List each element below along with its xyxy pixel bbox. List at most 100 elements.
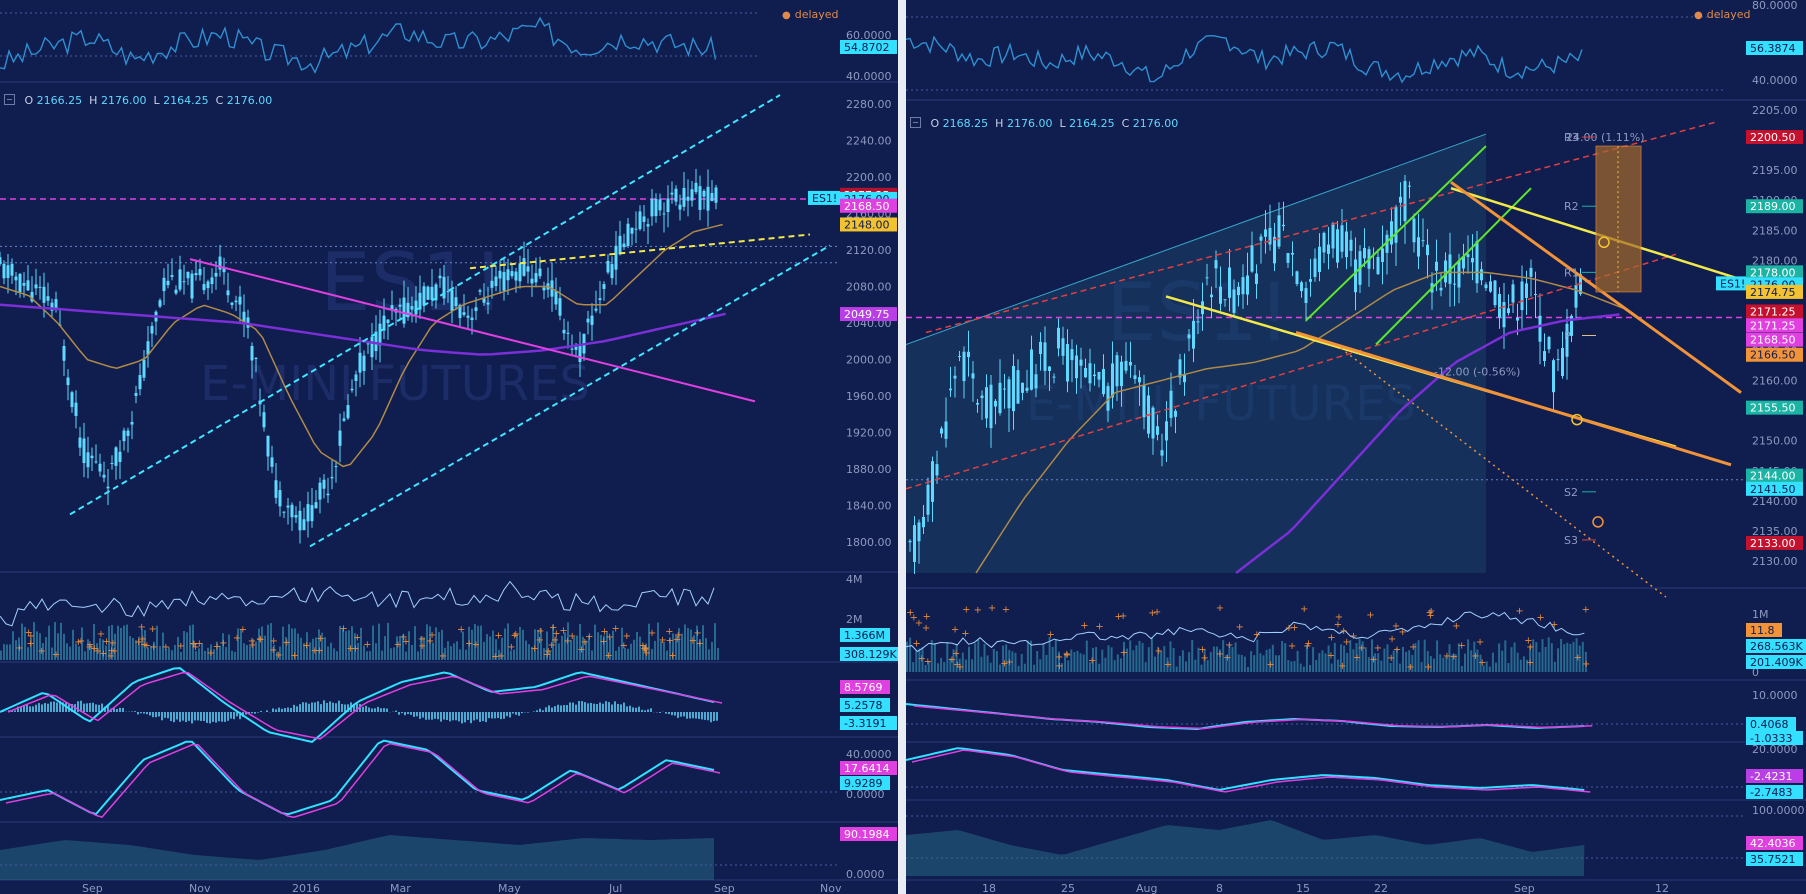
volume-marker: +	[38, 646, 46, 657]
volume-bar	[955, 644, 958, 672]
volume-bar	[1262, 655, 1265, 672]
volume-bar	[351, 626, 353, 660]
volume-bar	[60, 622, 62, 660]
volume-marker: +	[177, 641, 185, 652]
volume-bar	[1194, 659, 1197, 672]
price-badge: 2166.50	[1750, 349, 1796, 362]
volume-bar	[312, 638, 314, 660]
volume-bar	[1005, 644, 1008, 672]
collapse-legend-icon[interactable]	[4, 94, 15, 105]
candle-body	[1444, 260, 1447, 283]
volume-bar	[36, 631, 38, 660]
volume-bar	[1150, 637, 1153, 672]
candle-body	[526, 266, 530, 272]
volume-marker: +	[611, 623, 619, 634]
volume-marker: +	[1443, 651, 1451, 662]
candle-body	[178, 269, 182, 290]
volume-bar	[444, 647, 446, 660]
volume-bar	[1076, 650, 1079, 672]
volume-axis-label: 4M	[846, 573, 863, 586]
macd-badge: 8.5769	[844, 681, 883, 694]
candle-body	[502, 272, 506, 291]
left-chart-pane[interactable]: 60.0000 40.0000 54.8702 2280.00 2240.00 2200.…	[0, 0, 898, 894]
left-chart-canvas[interactable]: 60.0000 40.0000 54.8702 2280.00 2240.00 2200.…	[0, 0, 898, 894]
collapse-legend-icon[interactable]	[910, 117, 921, 128]
candle-body	[1466, 254, 1470, 258]
candle-body	[1255, 273, 1258, 284]
volume-bar	[369, 651, 371, 660]
volume-bar	[330, 642, 332, 660]
candle-body	[674, 188, 678, 202]
volume-bar	[189, 625, 191, 660]
volume-bar	[159, 646, 161, 660]
candle-body	[1291, 252, 1294, 255]
price-axis-label: 2205.00	[1752, 104, 1798, 117]
volume-marker: +	[1055, 661, 1063, 672]
candle-body	[1385, 234, 1389, 253]
volume-bar	[411, 645, 413, 660]
volume-bar	[1479, 654, 1482, 672]
volume-marker: +	[110, 646, 118, 657]
red-channel-upper	[925, 121, 1717, 334]
ohlc-legend: O 2168.25 H 2176.00 L 2164.25 C 2176.00	[910, 117, 1178, 130]
candle-body	[1417, 237, 1420, 257]
volume-badge-bg	[1746, 655, 1806, 669]
candle-body	[1304, 288, 1308, 304]
volume-marker: +	[363, 639, 371, 650]
candle-body	[1102, 368, 1105, 395]
volume-marker: +	[535, 635, 543, 646]
volume-bar	[192, 624, 194, 660]
candle-body	[1214, 260, 1218, 269]
volume-bar	[1181, 650, 1184, 672]
volume-bar	[657, 622, 659, 660]
volume-marker: +	[1426, 610, 1434, 621]
high-label: H	[995, 117, 1004, 130]
volume-marker: +	[1424, 662, 1432, 673]
candle-body	[1511, 284, 1515, 303]
volume-bar	[702, 625, 704, 660]
volume-bar	[1231, 647, 1234, 672]
volume-marker: +	[418, 634, 426, 645]
volume-bar	[183, 630, 185, 660]
volume-bar	[1386, 644, 1389, 672]
volume-bar	[666, 650, 668, 660]
volume-bar	[1042, 643, 1045, 672]
volume-bar	[1318, 653, 1321, 672]
candle-body	[478, 290, 482, 292]
volume-bar	[438, 632, 440, 660]
right-chart-pane[interactable]: 80.000040.000056.38742205.002200.002195.…	[906, 0, 1806, 894]
volume-marker: +	[620, 641, 628, 652]
volume-bar	[1470, 650, 1473, 672]
volume-bar	[1178, 655, 1181, 672]
volume-bar	[1138, 640, 1141, 672]
volume-bar	[414, 626, 416, 660]
volume-marker: +	[1471, 651, 1479, 662]
volume-bar	[1166, 657, 1169, 672]
adx-badge-bg	[840, 827, 897, 841]
open-label: O	[24, 94, 34, 107]
candle-body	[18, 273, 22, 292]
volume-bar	[78, 646, 80, 660]
volume-marker: +	[74, 637, 82, 648]
candle-body	[1030, 349, 1033, 390]
candle-body	[1178, 359, 1182, 378]
volume-bar	[9, 644, 11, 660]
volume-bar	[306, 632, 308, 660]
right-chart-canvas[interactable]: 80.000040.000056.38742205.002200.002195.…	[906, 0, 1806, 894]
volume-bar	[303, 643, 305, 660]
price-badge-bg	[1746, 318, 1803, 333]
volume-bar	[1290, 661, 1293, 672]
candle-body	[570, 348, 574, 350]
candle-body	[1561, 348, 1564, 376]
rsi-value-badge: 54.8702	[844, 41, 890, 54]
volume-bar	[1485, 661, 1488, 672]
candle-body	[1399, 196, 1402, 203]
drop-label: -12.00 (-0.56%)	[1434, 366, 1520, 379]
volume-bar	[363, 645, 365, 660]
volume-bar	[927, 661, 930, 672]
candle-body	[54, 299, 58, 310]
volume-bar	[1067, 660, 1070, 672]
pane-divider[interactable]	[898, 0, 906, 894]
symbol-tag-bg	[1716, 276, 1752, 291]
macd-badge: -3.3191	[844, 717, 886, 730]
